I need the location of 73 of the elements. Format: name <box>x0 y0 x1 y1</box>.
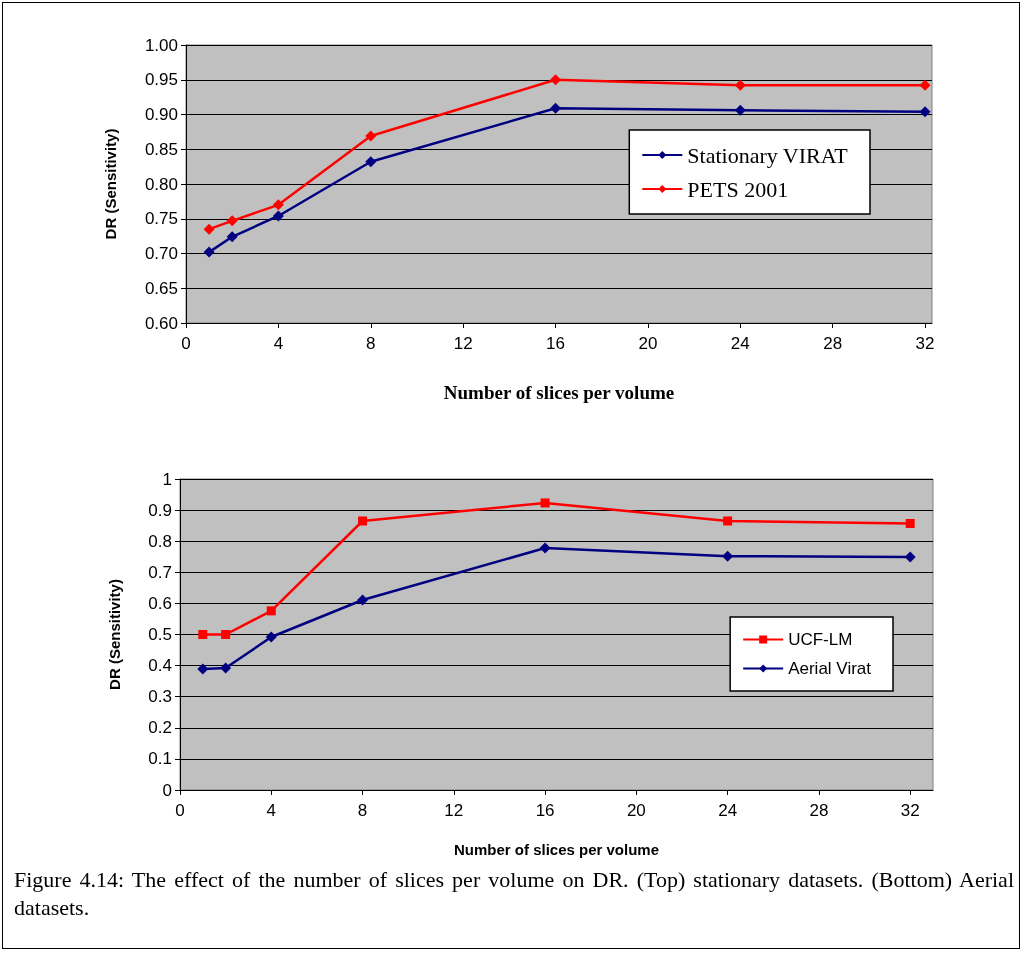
x-tick-label: 20 <box>626 801 646 820</box>
y-tick-label: 0.85 <box>144 139 178 159</box>
y-tick-label: 1 <box>162 469 172 489</box>
y-tick-label: 0 <box>162 780 172 800</box>
point <box>221 630 231 639</box>
point <box>365 156 377 168</box>
legend-label: Stationary VIRAT <box>687 142 849 168</box>
point <box>265 631 277 643</box>
x-tick-label: 16 <box>546 334 565 353</box>
x-tick-label: 32 <box>900 801 920 820</box>
y-tick-label: 1.00 <box>144 35 178 55</box>
point <box>203 246 215 258</box>
y-tick-label: 0.8 <box>148 531 172 551</box>
x-tick-label: 28 <box>823 334 843 353</box>
point <box>904 551 916 563</box>
y-tick-label: 0.65 <box>144 278 178 298</box>
x-tick-label: 24 <box>718 801 738 820</box>
x-tick-label: 12 <box>453 334 473 353</box>
point <box>272 210 284 222</box>
point <box>197 663 209 675</box>
point <box>734 79 746 91</box>
x-tick-label: 4 <box>266 801 277 820</box>
point <box>919 106 931 118</box>
x-axis-title: Number of slices per volume <box>453 841 660 858</box>
x-tick-label: 20 <box>638 334 658 353</box>
point <box>722 550 734 562</box>
x-tick-label: 4 <box>273 334 284 353</box>
y-tick-label: 0.7 <box>148 562 172 582</box>
point <box>226 231 238 243</box>
point <box>540 498 550 508</box>
legend-label: UCF-LM <box>788 630 853 649</box>
y-tick-label: 0.80 <box>144 174 178 194</box>
point <box>365 130 377 142</box>
caption: Figure 4.14: The effect of the number of slices per volume on DR. (Top) stationary datasets. (Bottom) Aerial datasets. <box>14 866 1014 922</box>
x-tick-label: 8 <box>357 801 368 820</box>
y-tick-label: 0.95 <box>144 70 178 90</box>
legend-label: Aerial Virat <box>788 659 872 678</box>
y-tick-label: 0.3 <box>148 687 172 707</box>
y-tick-label: 0.1 <box>148 749 172 769</box>
point <box>357 594 369 606</box>
point <box>226 215 238 227</box>
point <box>203 223 215 235</box>
x-tick-label: 0 <box>181 334 191 353</box>
y-tick-label: 0.6 <box>148 593 172 613</box>
point <box>358 516 368 526</box>
x-tick-label: 16 <box>535 801 555 820</box>
y-tick-label: 0.4 <box>148 656 172 676</box>
y-tick-label: 0.9 <box>148 500 172 520</box>
x-tick-label: 12 <box>444 801 464 820</box>
point <box>220 662 232 674</box>
x-tick-label: 28 <box>809 801 829 820</box>
point <box>272 199 284 211</box>
point <box>723 516 733 526</box>
point <box>550 74 562 86</box>
y-tick-label: 0.90 <box>144 105 178 124</box>
point <box>266 606 276 616</box>
y-tick-label: 0.2 <box>148 718 172 738</box>
y-axis-title: DR (Sensitivity) <box>102 128 119 240</box>
x-tick-label: 8 <box>366 334 376 353</box>
point <box>734 104 746 116</box>
x-tick-label: 24 <box>730 334 750 353</box>
point <box>198 630 208 639</box>
y-tick-label: 0.5 <box>148 625 172 644</box>
x-tick-label: 32 <box>915 334 935 353</box>
y-tick-label: 0.60 <box>144 313 178 333</box>
y-tick-label: 0.70 <box>144 244 178 263</box>
y-tick-label: 0.75 <box>144 209 178 229</box>
point <box>905 518 915 528</box>
y-axis-title: DR (Sensitivity) <box>106 579 123 690</box>
point <box>539 542 551 554</box>
point <box>919 79 931 91</box>
x-axis-title: Number of slices per volume <box>443 382 675 403</box>
legend-label: PETS 2001 <box>687 176 789 202</box>
